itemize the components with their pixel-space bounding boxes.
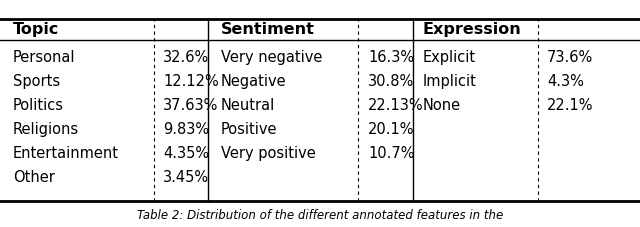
Text: Table 2: Distribution of the different annotated features in the: Table 2: Distribution of the different a… — [137, 209, 503, 222]
Text: Entertainment: Entertainment — [13, 146, 119, 161]
Text: 20.1%: 20.1% — [368, 122, 415, 137]
Text: 12.12%: 12.12% — [163, 74, 219, 89]
Text: Negative: Negative — [221, 74, 287, 89]
Text: Implicit: Implicit — [422, 74, 476, 89]
Text: Expression: Expression — [422, 22, 521, 37]
Text: 22.1%: 22.1% — [547, 98, 594, 113]
Text: Sentiment: Sentiment — [221, 22, 315, 37]
Text: 73.6%: 73.6% — [547, 50, 593, 65]
Text: Topic: Topic — [13, 22, 59, 37]
Text: 10.7%: 10.7% — [368, 146, 415, 161]
Text: None: None — [422, 98, 461, 113]
Text: Very negative: Very negative — [221, 50, 322, 65]
Text: 30.8%: 30.8% — [368, 74, 414, 89]
Text: Religions: Religions — [13, 122, 79, 137]
Text: 4.3%: 4.3% — [547, 74, 584, 89]
Text: Very positive: Very positive — [221, 146, 316, 161]
Text: 4.35%: 4.35% — [163, 146, 209, 161]
Text: 37.63%: 37.63% — [163, 98, 219, 113]
Text: 9.83%: 9.83% — [163, 122, 209, 137]
Text: 22.13%: 22.13% — [368, 98, 424, 113]
Text: Personal: Personal — [13, 50, 76, 65]
Text: Sports: Sports — [13, 74, 60, 89]
Text: 32.6%: 32.6% — [163, 50, 209, 65]
Text: 16.3%: 16.3% — [368, 50, 414, 65]
Text: Other: Other — [13, 170, 54, 185]
Text: Explicit: Explicit — [422, 50, 476, 65]
Text: Positive: Positive — [221, 122, 277, 137]
Text: Politics: Politics — [13, 98, 64, 113]
Text: 3.45%: 3.45% — [163, 170, 209, 185]
Text: Neutral: Neutral — [221, 98, 275, 113]
